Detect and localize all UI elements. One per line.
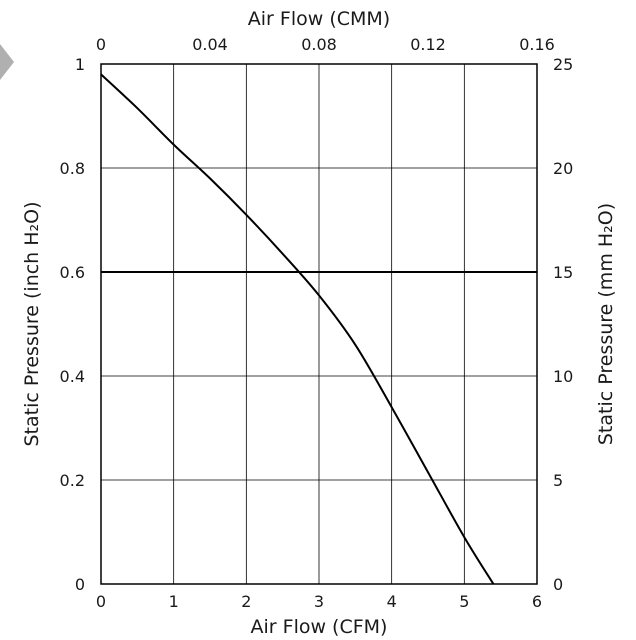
x-tick-top-4: 0.16 (519, 35, 555, 54)
x-tick-top-2: 0.08 (301, 35, 337, 54)
x-tick-bottom-3: 3 (314, 592, 324, 611)
tick-labels: 0 1 2 3 4 5 60 0.04 0.08 0.12 0.1600.20.40.60.8105… (60, 35, 574, 611)
x-tick-bottom-0: 0 (96, 592, 106, 611)
y-tick-left-3: 0.6 (60, 263, 85, 282)
x-tick-top-0: 0 (96, 35, 106, 54)
x-tick-top-3: 0.12 (410, 35, 446, 54)
y-tick-right-1: 5 (553, 471, 563, 490)
y-tick-left-5: 1 (75, 55, 85, 74)
x-tick-top-1: 0.04 (192, 35, 228, 54)
x-axis-title-top: Air Flow (CMM) (248, 8, 390, 30)
chart-grid (100, 63, 538, 585)
y-tick-right-0: 0 (553, 575, 563, 594)
y-tick-right-5: 25 (553, 55, 573, 74)
y-axis-title-left: Static Pressure (inch H₂O) (21, 201, 43, 446)
x-tick-bottom-6: 6 (532, 592, 542, 611)
y-tick-left-2: 0.4 (60, 367, 85, 386)
series-group (100, 73, 495, 585)
x-tick-bottom-1: 1 (169, 592, 179, 611)
x-tick-bottom-5: 5 (459, 592, 469, 611)
y-tick-right-3: 15 (553, 263, 573, 282)
y-tick-right-4: 20 (553, 159, 573, 178)
x-tick-bottom-4: 4 (387, 592, 397, 611)
y-tick-left-4: 0.8 (60, 159, 85, 178)
y-tick-left-0: 0 (75, 575, 85, 594)
corner-arrow-marker (0, 44, 14, 80)
series-line-0 (100, 73, 495, 585)
y-tick-left-1: 0.2 (60, 471, 85, 490)
y-axis-title-right: Static Pressure (mm H₂O) (595, 203, 617, 445)
x-tick-bottom-2: 2 (241, 592, 251, 611)
plot-frame (100, 63, 538, 585)
x-axis-title-bottom: Air Flow (CFM) (251, 616, 388, 638)
y-tick-right-2: 10 (553, 367, 573, 386)
